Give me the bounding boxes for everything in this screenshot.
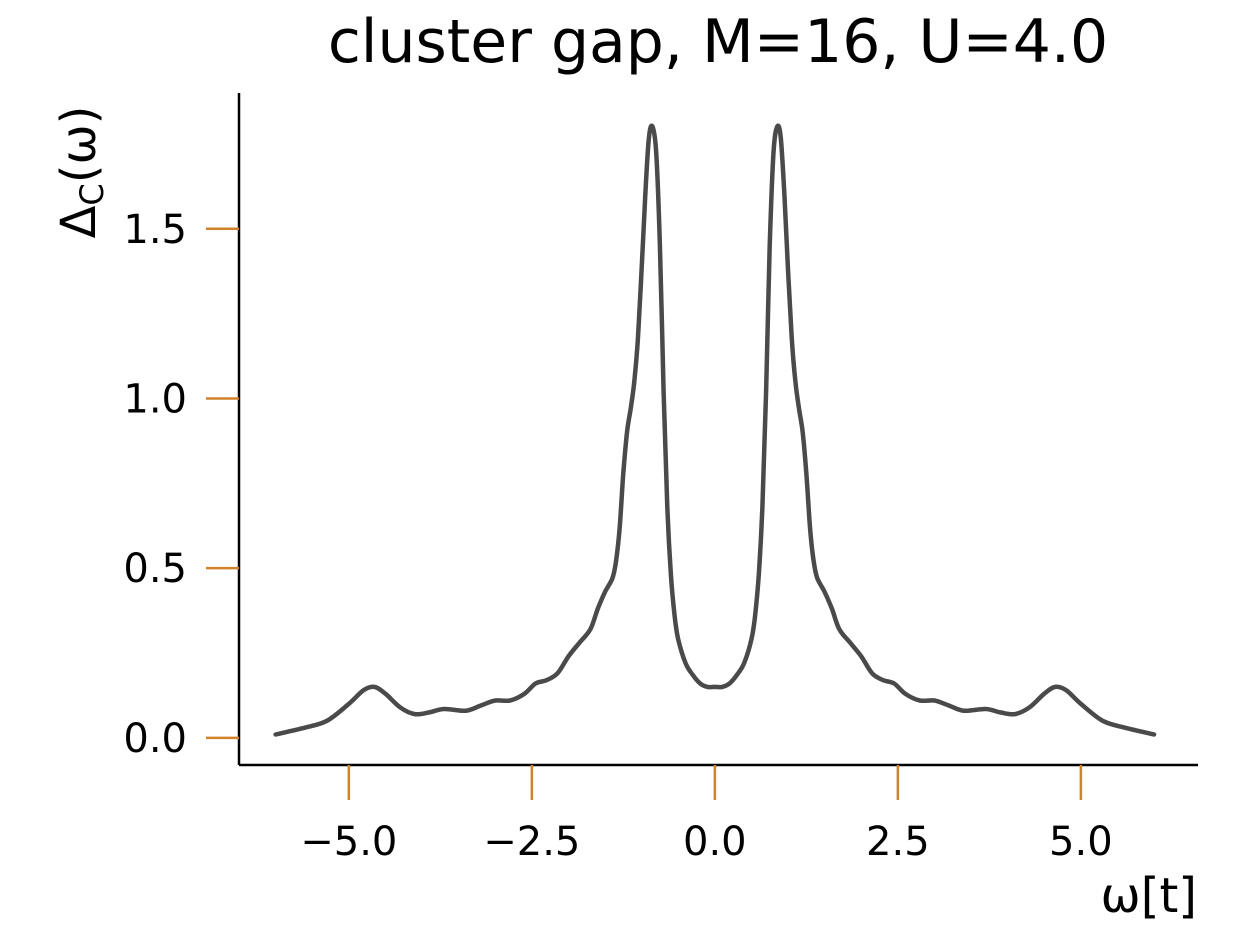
y-axis-label: ΔC(ω) (51, 106, 111, 239)
svg-text:ΔC(ω): ΔC(ω) (51, 106, 111, 239)
series-line (273, 123, 1157, 737)
x-tick-label: −2.5 (483, 819, 580, 865)
x-tick-label: 0.0 (683, 819, 747, 865)
x-tick-label: 5.0 (1049, 819, 1113, 865)
x-tick-label: 2.5 (866, 819, 930, 865)
y-axis-label-main: Δ (51, 205, 107, 238)
y-tick-label: 0.5 (123, 546, 187, 592)
x-axis-label: ω[t] (1101, 868, 1197, 924)
y-tick-label: 1.0 (123, 376, 187, 422)
x-ticks: −5.0 −2.5 0.0 2.5 5.0 (300, 765, 1113, 865)
y-ticks: 0.0 0.5 1.0 1.5 (123, 207, 239, 762)
y-tick-label: 1.5 (123, 207, 187, 253)
y-axis-label-subscript: C (73, 183, 111, 205)
x-tick-label: −5.0 (300, 819, 397, 865)
y-tick-label: 0.0 (123, 716, 187, 762)
chart-title: cluster gap, M=16, U=4.0 (328, 7, 1108, 77)
y-axis-label-tail: (ω) (51, 106, 107, 184)
